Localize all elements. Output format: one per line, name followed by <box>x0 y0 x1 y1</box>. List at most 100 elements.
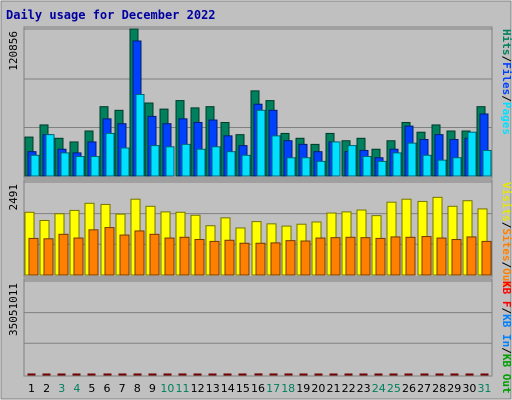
x-tick-label: 27 <box>417 382 431 395</box>
x-tick-label: 26 <box>402 382 416 395</box>
bar-sites-day-28 <box>436 237 447 276</box>
x-tick-label: 1 <box>28 382 35 395</box>
bar-kb-f-day-26 <box>404 373 413 376</box>
x-tick-label: 17 <box>266 382 280 395</box>
bar-pages-day-16 <box>256 109 266 177</box>
x-tick-label: 29 <box>447 382 461 395</box>
bar-pages-day-22 <box>347 145 357 177</box>
bar-kb-f-day-23 <box>359 373 368 376</box>
bar-sites-day-3 <box>58 233 69 276</box>
series-legend: Visits/Sites/Out <box>500 182 512 288</box>
bar-kb-f-day-8 <box>133 373 142 376</box>
bar-sites-day-10 <box>164 237 175 276</box>
bar-pages-day-21 <box>331 141 341 177</box>
bar-pages-day-19 <box>301 157 311 177</box>
chart-title: Daily usage for December 2022 <box>6 8 216 22</box>
x-axis-labels: 1 2 3 4 5 6 7 8 9 10 11 12 13 14 15 16 17 18 19 20 21 22 23 24 2… <box>28 382 491 395</box>
bar-sites-day-16 <box>255 242 266 276</box>
x-tick-label: 3 <box>58 382 65 395</box>
bar-kb-f-day-9 <box>148 373 157 376</box>
x-tick-label: 16 <box>251 382 265 395</box>
bar-sites-day-20 <box>315 237 326 276</box>
x-tick-label: 14 <box>221 382 235 395</box>
x-tick-label: 28 <box>432 382 446 395</box>
bar-sites-day-4 <box>73 237 84 276</box>
panel-3: 35051011 KB F/KB In/KB Out <box>7 278 512 394</box>
bar-kb-f-day-22 <box>344 373 353 376</box>
legend-entry: KB F <box>500 281 512 308</box>
y-max-label: 35051011 <box>7 283 20 336</box>
x-tick-label: 20 <box>311 382 325 395</box>
bar-kb-f-day-29 <box>450 373 459 376</box>
bar-pages-day-26 <box>407 142 417 177</box>
x-tick-label: 6 <box>104 382 111 395</box>
bar-pages-day-20 <box>316 160 326 177</box>
legend-entry: / <box>500 56 512 63</box>
bar-kb-f-day-31 <box>480 373 489 376</box>
bar-pages-day-1 <box>30 154 40 177</box>
bar-pages-day-24 <box>377 160 387 177</box>
bar-pages-day-7 <box>120 147 130 177</box>
x-tick-label: 5 <box>88 382 95 395</box>
bar-pages-day-17 <box>271 135 281 177</box>
x-tick-label: 13 <box>206 382 220 395</box>
bar-kb-f-day-14 <box>223 373 232 376</box>
bar-kb-f-day-13 <box>208 373 217 376</box>
legend-entry: Pages <box>500 102 512 135</box>
x-tick-label: 21 <box>326 382 340 395</box>
bar-pages-day-4 <box>75 156 85 177</box>
legend-entry: Files <box>500 62 512 95</box>
bar-pages-day-23 <box>362 156 372 177</box>
x-tick-label: 31 <box>477 382 491 395</box>
panel-2: 2491 Visits/Sites/Out <box>7 179 512 288</box>
bar-pages-day-27 <box>422 154 432 177</box>
y-max-label: 2491 <box>7 184 20 211</box>
bar-pages-day-31 <box>482 149 492 177</box>
legend-entry: / <box>500 262 512 269</box>
bar-kb-f-day-18 <box>284 373 293 376</box>
x-tick-label: 4 <box>73 382 80 395</box>
legend-entry: / <box>500 347 512 354</box>
x-tick-label: 22 <box>342 382 356 395</box>
bar-kb-f-day-4 <box>72 373 81 376</box>
bar-kb-f-day-28 <box>435 373 444 376</box>
legend-entry: Sites <box>500 228 512 261</box>
series-legend: Hits/Files/Pages <box>500 29 512 135</box>
bar-sites-day-26 <box>405 236 416 276</box>
legend-entry: KB Out <box>500 354 512 394</box>
bar-kb-f-day-25 <box>389 373 398 376</box>
bar-kb-f-day-12 <box>193 373 202 376</box>
bar-kb-f-day-10 <box>163 373 172 376</box>
bar-sites-day-19 <box>300 240 311 276</box>
bar-sites-day-11 <box>179 236 190 276</box>
legend-entry: / <box>500 222 512 229</box>
bar-kb-f-day-3 <box>57 373 66 376</box>
bar-sites-day-2 <box>43 238 54 276</box>
y-max-label: 120856 <box>7 31 20 71</box>
bar-sites-day-22 <box>345 236 356 276</box>
bar-kb-f-day-19 <box>299 373 308 376</box>
bar-pages-day-10 <box>165 146 175 177</box>
bar-kb-f-day-30 <box>465 373 474 376</box>
bar-pages-day-8 <box>135 94 145 177</box>
bar-pages-day-28 <box>437 159 447 177</box>
bar-pages-day-5 <box>90 156 100 177</box>
bar-sites-day-18 <box>285 240 296 276</box>
x-tick-label: 2 <box>43 382 50 395</box>
x-tick-label: 23 <box>357 382 371 395</box>
bar-pages-day-9 <box>150 145 160 177</box>
x-tick-label: 18 <box>281 382 295 395</box>
x-tick-label: 19 <box>296 382 310 395</box>
bar-sites-day-29 <box>451 239 462 276</box>
bar-pages-day-2 <box>45 134 55 177</box>
bar-pages-day-25 <box>392 152 402 177</box>
bar-sites-day-27 <box>421 236 432 276</box>
bar-pages-day-13 <box>211 146 221 177</box>
bar-sites-day-14 <box>224 239 235 276</box>
bar-kb-f-day-5 <box>87 373 96 376</box>
x-tick-label: 9 <box>149 382 156 395</box>
bar-sites-day-7 <box>119 234 130 276</box>
legend-entry: KB In <box>500 314 512 347</box>
